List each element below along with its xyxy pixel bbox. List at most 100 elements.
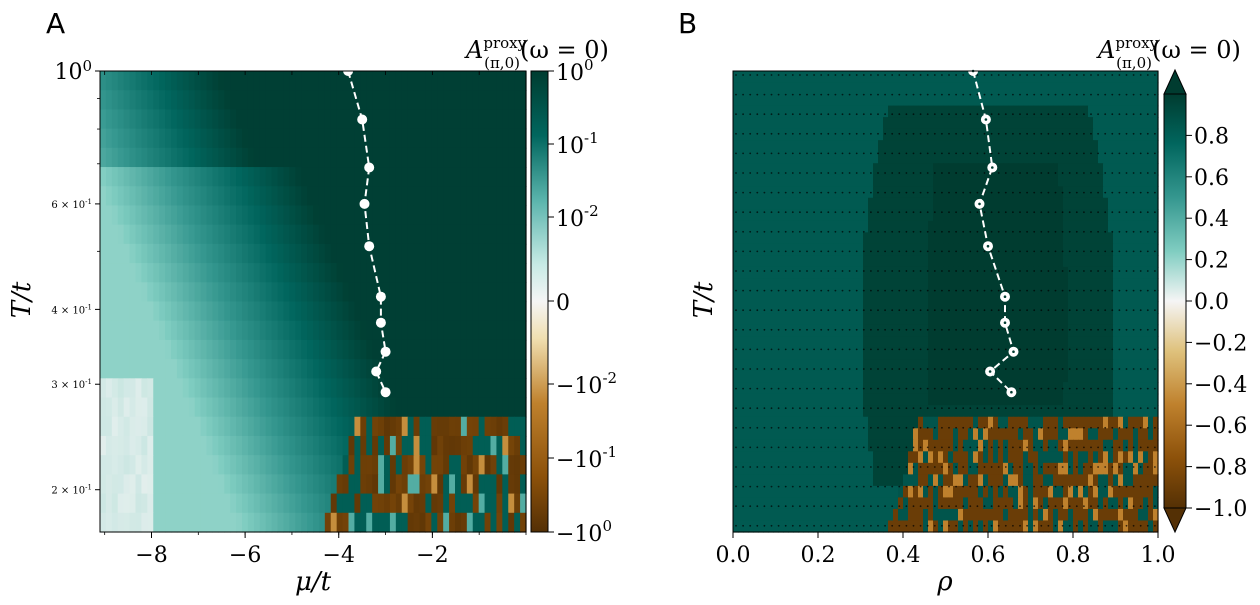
heatmap-b-cell xyxy=(778,382,784,395)
heatmap-a-cell xyxy=(182,359,190,379)
heatmap-a-cell xyxy=(253,167,261,187)
heatmap-a-cell xyxy=(413,301,421,322)
heatmap-b-cell xyxy=(773,117,779,130)
heatmap-b-cell xyxy=(1083,289,1089,303)
heatmap-b-cell xyxy=(1133,105,1139,118)
heatmap-b-cell xyxy=(1058,82,1064,95)
heatmap-b-cell xyxy=(1108,474,1114,487)
heatmap-b-cell xyxy=(898,336,904,349)
heatmap-b-cell xyxy=(903,485,909,499)
heatmap-a-cell xyxy=(360,243,367,264)
heatmap-a-cell xyxy=(401,455,409,475)
heatmap-b-cell xyxy=(813,428,819,441)
heatmap-a-cell xyxy=(135,282,143,303)
heatmap-a-cell xyxy=(413,493,421,514)
heatmap-b-cell xyxy=(953,174,959,187)
heatmap-b-cell xyxy=(893,336,899,349)
heatmap-a-cell xyxy=(111,455,119,475)
heatmap-b-cell xyxy=(818,243,824,257)
heatmap-b-cell xyxy=(853,336,859,349)
heatmap-b-cell xyxy=(993,462,999,475)
heatmap-b-cell xyxy=(848,336,854,349)
heatmap-b-cell xyxy=(1068,94,1074,107)
heatmap-b-cell xyxy=(958,405,964,418)
heatmap-b-cell xyxy=(878,416,884,429)
heatmap-a-cell xyxy=(360,224,367,245)
heatmap-b-cell xyxy=(828,462,834,475)
heatmap-b-cell xyxy=(843,439,849,452)
heatmap-a-cell xyxy=(318,397,326,418)
heatmap-b-cell xyxy=(908,151,914,164)
heatmap-a-cell xyxy=(384,435,391,456)
heatmap-b-cell xyxy=(868,94,874,107)
heatmap-b-cell xyxy=(1118,117,1124,130)
heatmap-b-cell xyxy=(783,301,789,314)
heatmap-b-cell xyxy=(948,197,954,210)
heatmap-a-cell xyxy=(472,512,480,533)
heatmap-b-cell xyxy=(1118,151,1124,164)
heatmap-b-cell xyxy=(1058,186,1064,199)
heatmap-a-cell xyxy=(372,71,379,91)
heatmap-b-cell xyxy=(888,151,894,164)
heatmap-a-cell xyxy=(218,224,225,245)
heatmap-b-cell xyxy=(1138,405,1144,418)
heatmap-b-cell xyxy=(843,416,849,429)
heatmap-b-cell xyxy=(758,428,764,441)
heatmap-a-cell xyxy=(472,128,480,149)
heatmap-a-cell xyxy=(384,128,391,149)
heatmap-a-cell xyxy=(431,320,438,341)
heatmap-a-cell xyxy=(342,147,350,168)
heatmap-a-cell xyxy=(324,224,332,245)
heatmap-b-cell xyxy=(1128,289,1134,303)
heatmap-b-cell xyxy=(1058,266,1064,280)
heatmap-a-cell xyxy=(247,243,255,264)
heatmap-b-cell xyxy=(858,255,864,268)
heatmap-b-cell xyxy=(1108,301,1114,314)
heatmap-a-cell xyxy=(514,435,521,456)
heatmap-b-cell xyxy=(998,462,1004,475)
heatmap-b-cell xyxy=(783,220,789,233)
heatmap-b-cell xyxy=(878,117,884,130)
heatmap-a-cell xyxy=(265,243,273,264)
heatmap-b-cell xyxy=(893,451,899,464)
heatmap-a-cell xyxy=(212,435,219,456)
heatmap-b-cell xyxy=(1153,393,1159,406)
heatmap-b-cell xyxy=(1133,313,1139,326)
heatmap-b-cell xyxy=(968,140,974,153)
heatmap-b-cell xyxy=(1148,428,1154,441)
heatmap-a-cell xyxy=(259,512,267,533)
heatmap-b-cell xyxy=(778,474,784,487)
heatmap-b-cell xyxy=(928,140,934,153)
heatmap-a-cell xyxy=(301,243,308,264)
heatmap-b-cell xyxy=(768,174,774,187)
heatmap-b-cell xyxy=(853,71,859,84)
heatmap-b-cell xyxy=(1033,94,1039,107)
heatmap-b-cell xyxy=(863,243,869,257)
heatmap-a-cell xyxy=(395,282,403,303)
heatmap-b-cell xyxy=(808,416,814,429)
heatmap-a-cell xyxy=(484,186,492,207)
heatmap-b-cell xyxy=(1118,462,1124,475)
heatmap-b-cell xyxy=(953,485,959,499)
heatmap-a-cell xyxy=(472,378,480,399)
heatmap-b-cell xyxy=(923,485,929,499)
heatmap-b-cell xyxy=(758,266,764,280)
heatmap-b-cell xyxy=(763,266,769,280)
heatmap-a-cell xyxy=(188,493,196,514)
heatmap-b-cell xyxy=(1023,82,1029,95)
heatmap-b-cell xyxy=(1113,313,1119,326)
heatmap-a-cell xyxy=(313,282,320,303)
heatmap-b-cell xyxy=(1033,336,1039,349)
heatmap-b-cell xyxy=(743,324,749,337)
heatmap-a-cell xyxy=(472,359,480,379)
heatmap-a-cell xyxy=(336,512,344,533)
heatmap-b-cell xyxy=(833,485,839,499)
heatmap-b-cell xyxy=(793,439,799,452)
heatmap-b-cell xyxy=(1138,232,1144,245)
heatmap-b-cell xyxy=(763,462,769,475)
heatmap-a-cell xyxy=(431,186,438,207)
heatmap-b-cell xyxy=(1003,140,1009,153)
heatmap-b-cell xyxy=(733,94,739,107)
heatmap-b-cell xyxy=(853,278,859,291)
heatmap-b-cell xyxy=(1013,266,1019,280)
